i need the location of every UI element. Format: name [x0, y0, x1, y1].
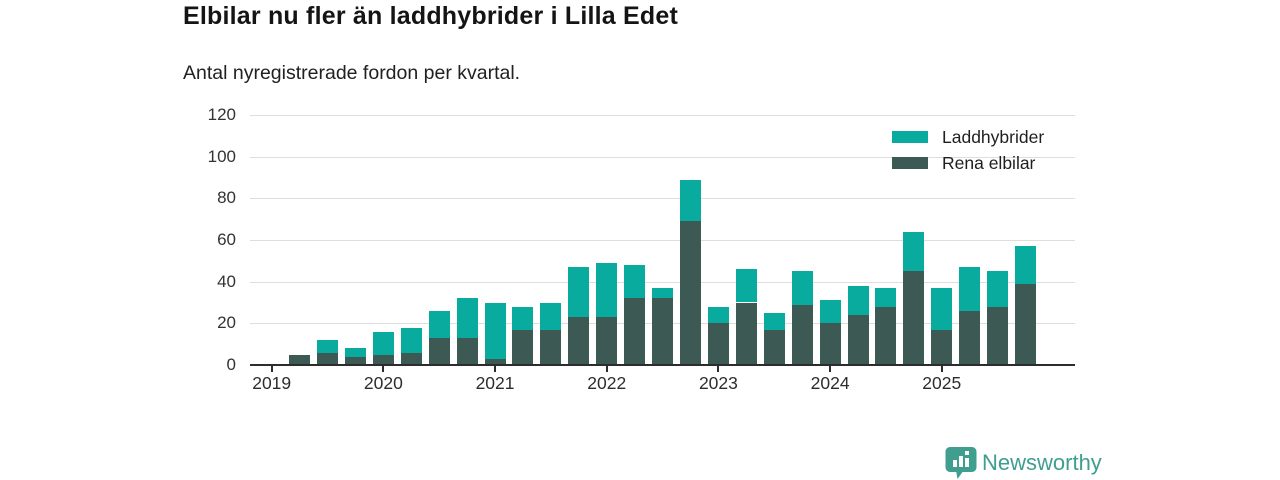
legend-label-laddhybrider: Laddhybrider	[942, 128, 1044, 146]
y-axis-tick-label: 60	[188, 230, 236, 250]
y-axis-tick-label: 120	[188, 105, 236, 125]
bar-2020-q2-laddhybrider	[401, 328, 422, 353]
bar-2021-q4-laddhybrider	[568, 267, 589, 317]
x-axis-year-label: 2024	[798, 373, 862, 394]
y-axis-tick-label: 40	[188, 272, 236, 292]
chart-page: Elbilar nu fler än laddhybrider i Lilla …	[0, 0, 1280, 480]
bar-2025-q2-laddhybrider	[959, 267, 980, 311]
bar-2024-q2-laddhybrider	[848, 286, 869, 315]
x-axis-tick-2022	[606, 366, 608, 372]
bar-2022-q4-rena-elbilar	[680, 221, 701, 365]
bar-2023-q2-laddhybrider	[736, 269, 757, 302]
bar-2025-q1-laddhybrider	[931, 288, 952, 330]
bar-2025-q3-rena-elbilar	[987, 307, 1008, 365]
bar-2021-q2-laddhybrider	[512, 307, 533, 330]
bar-2023-q1-laddhybrider	[708, 307, 729, 324]
bar-2023-q1-rena-elbilar	[708, 323, 729, 365]
bar-2020-q3-laddhybrider	[429, 311, 450, 338]
y-axis-tick-label: 80	[188, 188, 236, 208]
bar-2024-q4-laddhybrider	[903, 232, 924, 272]
legend-label-rena-elbilar: Rena elbilar	[942, 154, 1035, 172]
x-axis-year-label: 2021	[463, 373, 527, 394]
bar-2022-q4-laddhybrider	[680, 180, 701, 222]
bar-2024-q1-laddhybrider	[820, 300, 841, 323]
bar-2024-q3-rena-elbilar	[875, 307, 896, 365]
bar-2020-q1-laddhybrider	[373, 332, 394, 355]
bar-chart-bubble-icon	[945, 446, 978, 480]
bar-2019-q4-laddhybrider	[345, 348, 366, 356]
bar-2023-q3-rena-elbilar	[764, 330, 785, 365]
bar-2023-q4-laddhybrider	[792, 271, 813, 304]
x-axis-tick-2024	[829, 366, 831, 372]
x-axis-tick-2025	[941, 366, 943, 372]
bar-2019-q3-laddhybrider	[317, 340, 338, 353]
x-axis-year-label: 2023	[686, 373, 750, 394]
bar-2025-q1-rena-elbilar	[931, 330, 952, 365]
chart-subtitle: Antal nyregistrerade fordon per kvartal.	[183, 62, 520, 85]
bar-2020-q4-laddhybrider	[457, 298, 478, 338]
gridline-y60	[250, 240, 1075, 241]
legend-swatch-laddhybrider	[892, 131, 928, 143]
x-axis-line	[250, 364, 1075, 366]
bar-2021-q3-rena-elbilar	[540, 330, 561, 365]
chart-title: Elbilar nu fler än laddhybrider i Lilla …	[183, 2, 678, 31]
legend-swatch-rena-elbilar	[892, 157, 928, 169]
gridline-y120	[250, 115, 1075, 116]
bar-2020-q3-rena-elbilar	[429, 338, 450, 365]
bar-2021-q4-rena-elbilar	[568, 317, 589, 365]
bar-2022-q3-laddhybrider	[652, 288, 673, 298]
bar-2024-q2-rena-elbilar	[848, 315, 869, 365]
bar-2022-q1-rena-elbilar	[596, 317, 617, 365]
x-axis-year-label: 2019	[240, 373, 304, 394]
x-axis-tick-2020	[382, 366, 384, 372]
y-axis-tick-label: 20	[188, 313, 236, 333]
x-axis-year-label: 2025	[910, 373, 974, 394]
x-axis-tick-2019	[271, 366, 273, 372]
y-axis-tick-label: 0	[188, 355, 236, 375]
bar-2024-q1-rena-elbilar	[820, 323, 841, 365]
bar-2022-q2-rena-elbilar	[624, 298, 645, 365]
gridline-y40	[250, 282, 1075, 283]
bar-2023-q3-laddhybrider	[764, 313, 785, 330]
bar-2021-q2-rena-elbilar	[512, 330, 533, 365]
bar-2024-q4-rena-elbilar	[903, 271, 924, 365]
x-axis-year-label: 2022	[575, 373, 639, 394]
bar-2025-q4-rena-elbilar	[1015, 284, 1036, 365]
bar-2021-q1-laddhybrider	[485, 303, 506, 359]
bar-2024-q3-laddhybrider	[875, 288, 896, 307]
newsworthy-logo-text: Newsworthy	[982, 450, 1102, 476]
gridline-y80	[250, 198, 1075, 199]
bar-2021-q3-laddhybrider	[540, 303, 561, 330]
x-axis-year-label: 2020	[351, 373, 415, 394]
bar-2025-q2-rena-elbilar	[959, 311, 980, 365]
y-axis-tick-label: 100	[188, 147, 236, 167]
bar-2023-q4-rena-elbilar	[792, 305, 813, 365]
bar-2023-q2-rena-elbilar	[736, 303, 757, 366]
bar-2020-q4-rena-elbilar	[457, 338, 478, 365]
bar-2022-q2-laddhybrider	[624, 265, 645, 298]
bar-2025-q4-laddhybrider	[1015, 246, 1036, 284]
bar-2022-q1-laddhybrider	[596, 263, 617, 317]
newsworthy-logo	[945, 446, 978, 480]
x-axis-tick-2021	[494, 366, 496, 372]
bar-2022-q3-rena-elbilar	[652, 298, 673, 365]
x-axis-tick-2023	[717, 366, 719, 372]
bar-2025-q3-laddhybrider	[987, 271, 1008, 306]
